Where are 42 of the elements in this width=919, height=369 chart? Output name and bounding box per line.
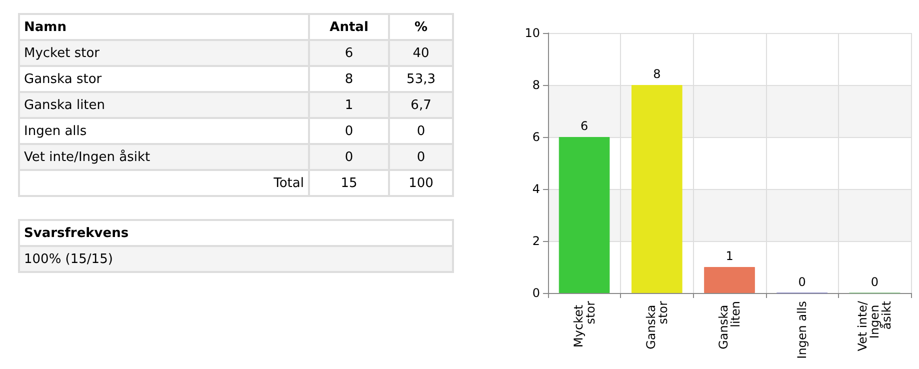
x-tick-label: Ganska liten: [716, 301, 742, 350]
x-tick-label: Mycket stor: [571, 300, 598, 348]
y-tick-label: 8: [532, 78, 540, 92]
category-label: Ganska liten: [19, 92, 309, 118]
y-tick-label: 10: [524, 26, 540, 40]
text: Svarsfrekvens: [19, 220, 453, 246]
y-tick-label: 0: [532, 286, 540, 300]
data-label: 8: [309, 66, 390, 92]
data-label: 6,7: [389, 92, 453, 118]
x-tick-label: Vet inte/Ingen åsikt: [856, 300, 894, 352]
text: Total: [19, 170, 309, 196]
data-label: 53,3: [389, 66, 453, 92]
x-tick-label: Ingen alls: [795, 301, 810, 359]
data-label: 8: [653, 67, 661, 81]
bar: [558, 137, 610, 293]
data-label: 0: [309, 144, 390, 170]
text: 100% (15/15): [19, 246, 453, 272]
data-label: 0: [798, 274, 806, 289]
data-label: 1: [309, 92, 390, 118]
data-label: 40: [389, 40, 453, 66]
data-label: 1: [726, 249, 734, 263]
data-label: 0: [389, 118, 453, 144]
series-label: %: [389, 14, 453, 40]
data-label: 6: [309, 40, 390, 66]
legend-label: Antal: [309, 14, 390, 40]
y-tick-label: 2: [532, 234, 540, 248]
data-label: 0: [309, 118, 390, 144]
text: 100: [408, 176, 434, 190]
text: Namn: [19, 14, 309, 40]
bar: [704, 267, 755, 293]
category-label: Ganska stor: [19, 66, 309, 92]
y-tick-label: 4: [532, 182, 540, 196]
y-tick-label: 6: [532, 130, 540, 144]
category-label: Vet inte/Ingen åsikt: [19, 144, 309, 170]
data-label: 0: [870, 274, 879, 289]
text: 15: [340, 176, 358, 190]
category-label: Mycket stor: [19, 40, 309, 66]
data-label: 6: [580, 119, 588, 133]
x-tick-label: Ganska stor: [644, 300, 670, 350]
bar: [631, 85, 682, 293]
category-label: Ingen alls: [19, 118, 309, 144]
data-label: 0: [389, 144, 453, 170]
